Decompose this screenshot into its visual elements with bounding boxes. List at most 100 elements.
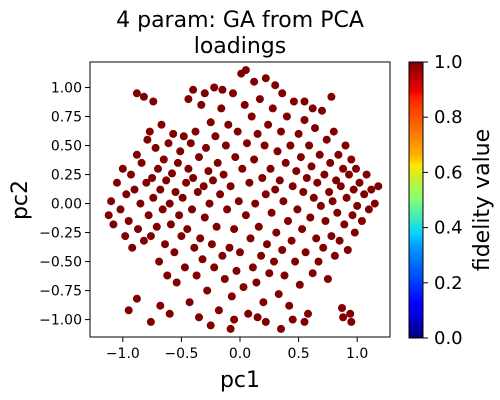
data-point xyxy=(348,211,357,220)
data-point xyxy=(273,147,282,156)
data-point xyxy=(332,176,341,185)
data-point xyxy=(327,92,336,101)
data-point xyxy=(146,317,155,326)
data-point xyxy=(139,236,148,245)
data-point xyxy=(223,205,232,214)
data-point xyxy=(149,193,158,202)
data-point xyxy=(277,127,285,136)
data-point xyxy=(357,217,366,225)
data-point xyxy=(304,309,312,318)
colorbar-tick-label: 0.6 xyxy=(434,162,463,183)
data-point xyxy=(367,185,376,194)
data-point xyxy=(360,190,369,199)
data-point xyxy=(128,243,137,252)
data-point xyxy=(340,220,349,229)
data-point xyxy=(230,315,239,324)
data-point xyxy=(180,263,189,272)
data-point xyxy=(268,104,277,113)
data-point xyxy=(169,129,178,138)
data-point xyxy=(253,313,262,322)
y-axis-ticks: 1.00 0.75 0.50 0.25 0.00 −0.25 −0.50 −0.75 −1.00 xyxy=(39,81,90,329)
data-point xyxy=(218,85,227,94)
data-point xyxy=(168,169,176,178)
data-point xyxy=(192,271,201,280)
data-point xyxy=(190,243,199,252)
data-point xyxy=(252,278,261,287)
x-axis-label: pc1 xyxy=(220,368,260,393)
data-point xyxy=(278,89,287,98)
data-point xyxy=(207,240,216,249)
data-point xyxy=(316,201,325,210)
data-point xyxy=(343,246,352,254)
data-point xyxy=(185,298,194,307)
data-point xyxy=(370,199,379,208)
data-point xyxy=(318,106,326,115)
data-point xyxy=(151,143,160,152)
data-point xyxy=(288,315,297,324)
data-point xyxy=(170,248,179,257)
data-point xyxy=(240,100,249,109)
data-point xyxy=(288,182,297,191)
data-points xyxy=(104,66,383,333)
data-point xyxy=(165,199,174,208)
data-point xyxy=(292,167,301,176)
data-point xyxy=(193,188,202,196)
data-point xyxy=(225,243,234,252)
data-point xyxy=(271,185,280,194)
data-point xyxy=(189,174,198,182)
data-point xyxy=(345,170,353,179)
data-point xyxy=(238,164,247,173)
data-point xyxy=(213,158,222,167)
data-point xyxy=(226,182,235,191)
data-point xyxy=(294,129,303,138)
chart-title-line-1: 4 param: GA from PCA xyxy=(116,8,364,33)
data-point xyxy=(127,170,135,179)
x-tick-label: −0.5 xyxy=(164,346,198,362)
data-point xyxy=(236,248,244,257)
data-point xyxy=(144,211,153,220)
x-tick-label: 1.0 xyxy=(346,346,368,362)
data-point xyxy=(206,118,215,127)
data-point xyxy=(326,158,335,167)
data-point xyxy=(335,236,344,245)
data-point xyxy=(211,132,220,141)
data-point xyxy=(320,170,329,179)
data-point xyxy=(285,301,294,310)
data-point xyxy=(146,232,155,241)
data-point xyxy=(253,129,262,138)
chart-title-line-2: loadings xyxy=(194,34,287,59)
data-point xyxy=(257,251,266,260)
data-point xyxy=(218,251,227,260)
data-point xyxy=(209,176,217,185)
data-point xyxy=(172,278,181,287)
data-point xyxy=(184,95,193,104)
data-point xyxy=(152,222,161,231)
data-point xyxy=(175,211,184,220)
data-point xyxy=(364,205,373,214)
data-point xyxy=(272,228,281,237)
data-point xyxy=(234,197,243,206)
data-point xyxy=(148,174,157,182)
data-point xyxy=(173,158,182,167)
data-point xyxy=(250,77,259,86)
data-point xyxy=(104,211,113,220)
data-point xyxy=(226,324,235,333)
chart-title: 4 param: GA from PCA loadings xyxy=(116,8,364,59)
y-tick-label: 0.25 xyxy=(51,168,82,184)
data-point xyxy=(177,232,186,241)
data-point xyxy=(271,81,280,90)
y-tick-label: −0.50 xyxy=(39,255,82,271)
data-point xyxy=(159,155,168,164)
data-point xyxy=(286,141,295,150)
data-point xyxy=(347,317,356,326)
data-point xyxy=(132,294,141,303)
data-point xyxy=(162,176,171,185)
data-point xyxy=(291,257,300,266)
data-point xyxy=(145,127,154,136)
data-point xyxy=(312,234,321,243)
data-point xyxy=(246,234,255,243)
data-point xyxy=(278,246,287,254)
x-tick-label: 0.0 xyxy=(229,346,251,362)
data-point xyxy=(186,139,195,148)
data-point xyxy=(353,201,362,210)
